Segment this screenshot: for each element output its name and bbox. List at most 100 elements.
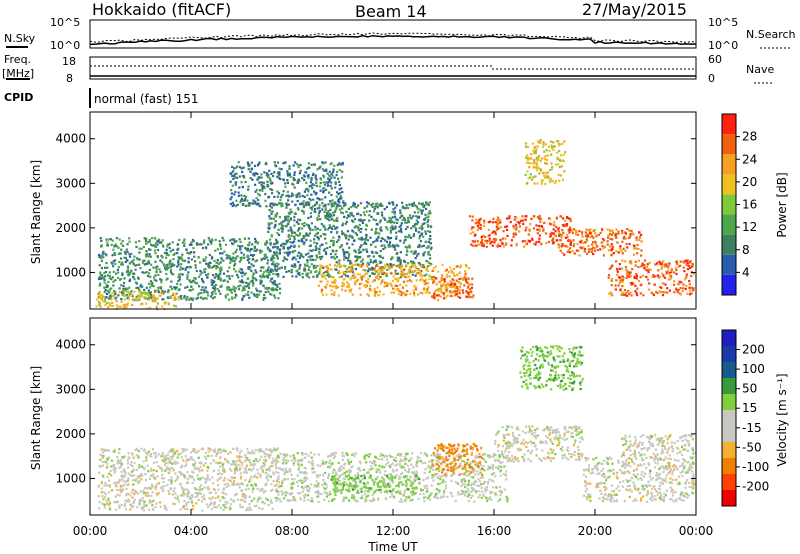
- data-cell: [118, 479, 121, 482]
- data-cell: [422, 205, 425, 209]
- data-cell: [656, 262, 659, 265]
- data-cell: [596, 234, 599, 237]
- data-cell: [452, 279, 455, 282]
- data-cell: [284, 266, 287, 269]
- data-cell: [411, 204, 414, 208]
- data-cell: [166, 453, 170, 456]
- data-cell: [165, 278, 168, 281]
- data-cell: [113, 469, 116, 472]
- data-cell: [391, 279, 394, 282]
- data-cell: [399, 259, 402, 262]
- data-cell: [99, 465, 102, 469]
- data-cell: [102, 448, 106, 451]
- data-cell: [218, 472, 221, 475]
- data-cell: [414, 288, 418, 291]
- data-cell: [152, 266, 155, 269]
- data-cell: [131, 496, 134, 499]
- data-cell: [590, 248, 594, 251]
- data-cell: [198, 461, 201, 465]
- data-cell: [386, 268, 389, 271]
- data-cell: [249, 202, 252, 205]
- data-cell: [615, 228, 618, 231]
- data-cell: [338, 246, 342, 249]
- data-cell: [322, 272, 325, 275]
- data-cell: [593, 249, 596, 252]
- data-cell: [347, 257, 350, 260]
- data-cell: [646, 278, 650, 281]
- data-cell: [413, 285, 417, 289]
- data-cell: [334, 202, 337, 205]
- data-cell: [299, 169, 302, 172]
- data-cell: [298, 271, 301, 274]
- data-cell: [159, 259, 162, 262]
- data-cell: [400, 452, 403, 456]
- data-cell: [340, 491, 343, 495]
- cpid-label: CPID: [4, 91, 33, 104]
- data-cell: [224, 500, 227, 503]
- data-cell: [371, 268, 374, 271]
- data-cell: [314, 177, 317, 180]
- data-cell: [103, 484, 106, 487]
- data-cell: [395, 204, 398, 207]
- data-cell: [208, 497, 211, 500]
- data-cell: [363, 242, 366, 245]
- data-cell: [618, 281, 621, 284]
- data-cell: [200, 271, 203, 274]
- data-cell: [337, 235, 341, 238]
- data-cell: [344, 234, 347, 237]
- data-cell: [129, 272, 132, 275]
- data-cell: [456, 286, 459, 289]
- data-cell: [113, 471, 116, 474]
- y-tick-label: 4000: [55, 132, 86, 146]
- data-cell: [115, 245, 118, 248]
- data-cell: [467, 277, 470, 280]
- data-cell: [354, 218, 357, 221]
- data-cell: [624, 292, 627, 295]
- data-cell: [274, 496, 277, 500]
- data-cell: [155, 268, 158, 271]
- data-cell: [145, 494, 148, 497]
- data-cell: [128, 294, 131, 297]
- data-cell: [205, 290, 208, 293]
- data-cell: [545, 176, 548, 179]
- data-cell: [141, 496, 144, 499]
- data-cell: [126, 291, 129, 294]
- data-cell: [349, 259, 352, 263]
- data-cell: [122, 304, 125, 307]
- data-cell: [244, 272, 247, 275]
- data-cell: [113, 252, 116, 255]
- data-cell: [313, 238, 316, 241]
- data-cell: [481, 235, 484, 238]
- data-cell: [230, 476, 233, 479]
- data-cell: [545, 149, 548, 152]
- data-cell: [337, 271, 340, 274]
- data-cell: [276, 240, 279, 243]
- data-cell: [99, 271, 102, 274]
- data-cell: [187, 491, 190, 494]
- data-cell: [500, 226, 503, 229]
- data-cell: [309, 215, 313, 218]
- data-cell: [126, 259, 129, 262]
- data-cell: [173, 286, 176, 289]
- data-cell: [407, 471, 411, 474]
- data-cell: [137, 294, 140, 297]
- data-cell: [267, 268, 270, 271]
- data-cell: [271, 262, 274, 266]
- data-cell: [238, 166, 241, 169]
- data-cell: [333, 264, 337, 267]
- data-cell: [252, 257, 255, 260]
- data-cell: [333, 285, 337, 288]
- data-cell: [102, 250, 105, 253]
- data-cell: [221, 449, 225, 453]
- data-cell: [194, 491, 197, 495]
- data-cell: [108, 304, 111, 307]
- data-cell: [420, 265, 423, 268]
- data-cell: [247, 185, 250, 188]
- data-cell: [116, 493, 119, 496]
- data-cell: [376, 206, 379, 209]
- data-cell: [314, 174, 317, 177]
- data-cell: [246, 249, 249, 252]
- data-cell: [552, 228, 555, 231]
- data-cell: [162, 477, 166, 480]
